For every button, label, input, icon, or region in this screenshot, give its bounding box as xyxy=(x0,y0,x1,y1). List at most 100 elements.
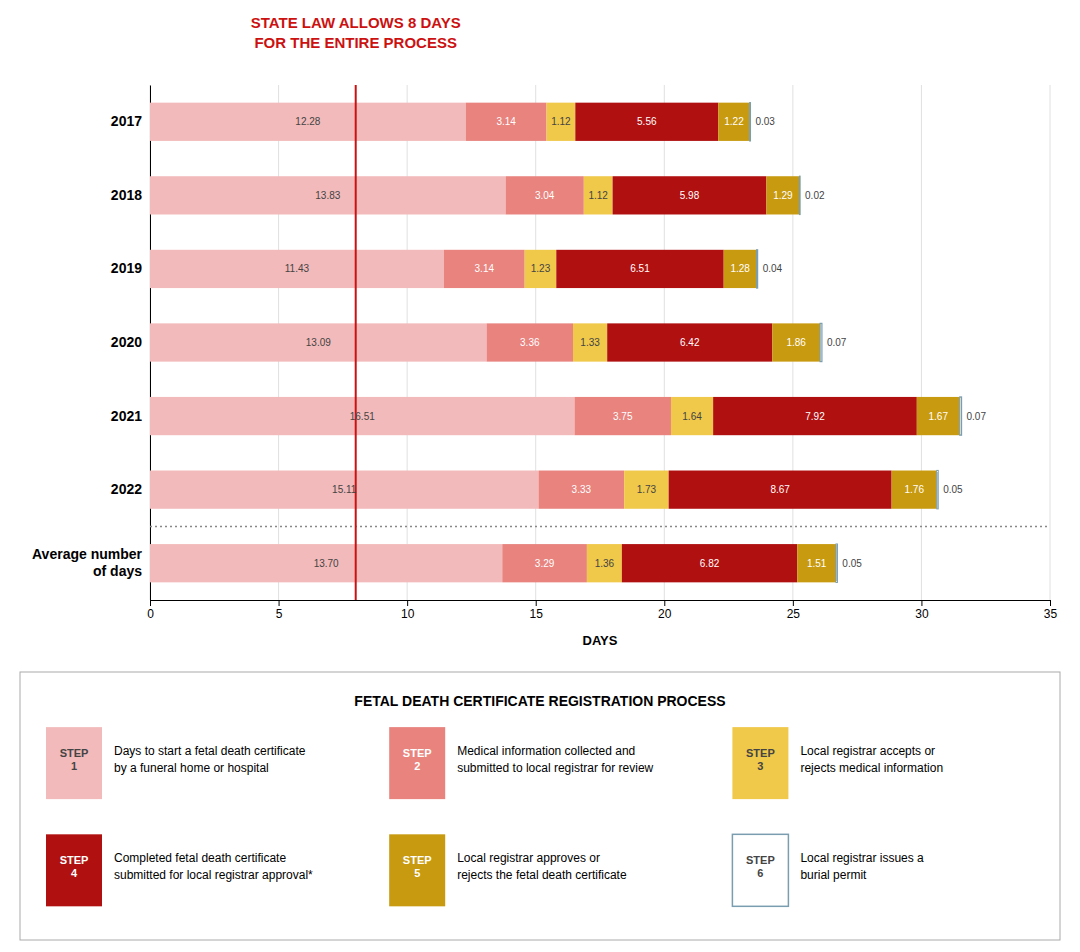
x-tick-label: 5 xyxy=(276,607,283,621)
legend-label: Days to start a fetal death certificateb… xyxy=(114,744,306,775)
plot: 05101520253035201720182019202020212022Av… xyxy=(32,85,1057,621)
legend-item: STEP1 Days to start a fetal death certifi… xyxy=(46,727,306,799)
text-line: Average number xyxy=(32,546,143,562)
bar-segment xyxy=(556,250,723,288)
text-line: Local registrar issues a xyxy=(800,851,924,865)
x-axis-line xyxy=(151,601,1051,607)
data-label: 1.33 xyxy=(580,337,600,348)
data-label: 0.05 xyxy=(842,558,862,569)
data-label: 11.43 xyxy=(285,263,310,274)
legend-label: Medical information collected andsubmitt… xyxy=(457,744,653,775)
text-line: Local registrar accepts or xyxy=(800,744,935,758)
bar-segment xyxy=(669,471,892,509)
data-label: 0.02 xyxy=(805,190,825,201)
bar-segment xyxy=(575,103,718,141)
bar-segment xyxy=(573,323,607,361)
y-tick-label: 2022 xyxy=(111,481,142,497)
legend-step: STEP6 xyxy=(746,854,775,879)
x-tick: 10 xyxy=(401,600,415,621)
x-axis-title: DAYS xyxy=(583,633,618,648)
bar-segment xyxy=(713,397,917,435)
legend-label: Local registrar issues aburial permit xyxy=(800,851,924,882)
text-line: 1 xyxy=(71,760,77,772)
x-tick-mark xyxy=(921,600,922,606)
data-label: 3.75 xyxy=(613,411,633,422)
bar-segment xyxy=(525,250,557,288)
text-line: Completed fetal death certificate xyxy=(114,851,286,865)
bar-segment xyxy=(622,544,797,582)
bar-segment xyxy=(892,471,937,509)
text-line: STATE LAW ALLOWS 8 DAYS xyxy=(251,14,461,31)
text-line: of days xyxy=(93,563,142,579)
y-tick: 2017 xyxy=(111,113,150,129)
text-line: STEP xyxy=(746,747,775,759)
data-label: 7.92 xyxy=(805,411,825,422)
data-label: 3.04 xyxy=(535,190,555,201)
data-labels: 12.2813.8311.4313.0916.5115.1113.703.143… xyxy=(285,116,987,568)
data-label: 1.22 xyxy=(724,116,744,127)
y-tick: 2022 xyxy=(111,481,150,497)
bar-segment xyxy=(444,250,525,288)
legend-item: STEP4Completed fetal death certificatesu… xyxy=(46,834,313,906)
bar-segment xyxy=(960,397,962,435)
data-label: 13.70 xyxy=(314,558,339,569)
data-label: 1.67 xyxy=(929,411,949,422)
data-label: 1.51 xyxy=(807,558,827,569)
data-label: 6.51 xyxy=(630,263,650,274)
legend-step: STEP5 xyxy=(403,854,432,879)
data-label: 3.33 xyxy=(572,484,592,495)
text-line: rejects the fetal death certificate xyxy=(457,868,627,882)
x-tick: 30 xyxy=(915,600,929,621)
data-label: 0.07 xyxy=(827,337,847,348)
text-line: STEP xyxy=(60,747,89,759)
text-line: 4 xyxy=(71,867,78,879)
legend-item: STEP2 Medical information collected andsu… xyxy=(389,727,653,799)
legend-frame xyxy=(20,672,1060,940)
bar-segment xyxy=(772,323,820,361)
text-line: STEP xyxy=(403,854,432,866)
x-tick-mark xyxy=(407,600,408,606)
data-label: 6.82 xyxy=(700,558,720,569)
x-tick: 35 xyxy=(1044,600,1058,621)
text-line: Local registrar approves or xyxy=(457,851,600,865)
bar-segment xyxy=(624,471,668,509)
series xyxy=(556,103,917,583)
grid-line xyxy=(921,85,922,600)
text-line: rejects medical information xyxy=(800,761,943,775)
bar-segment xyxy=(917,397,960,435)
data-label: 1.36 xyxy=(595,558,615,569)
bar-segment xyxy=(150,176,506,214)
data-label: 1.73 xyxy=(637,484,657,495)
bar-segment xyxy=(150,250,444,288)
text-line: 5 xyxy=(414,867,420,879)
legend-swatch xyxy=(389,834,445,906)
data-label: 0.07 xyxy=(967,411,987,422)
y-tick: 2018 xyxy=(111,187,150,203)
bar-segment xyxy=(506,176,584,214)
data-label: 13.83 xyxy=(315,190,340,201)
bar-segment xyxy=(749,103,751,141)
y-axis: 201720182019202020212022Average numberof… xyxy=(32,86,150,601)
y-tick-label: 2018 xyxy=(111,187,142,203)
text-line: submitted to local registrar for review xyxy=(457,761,653,775)
x-tick: 25 xyxy=(787,600,801,621)
y-tick: 2020 xyxy=(111,334,150,350)
data-label: 15.11 xyxy=(332,484,357,495)
bar-segment xyxy=(584,176,613,214)
y-tick-label: 2019 xyxy=(111,260,142,276)
x-tick: 5 xyxy=(276,600,283,621)
legend-item: STEP6 Local registrar issues aburial perm… xyxy=(732,834,924,906)
bar-segment xyxy=(836,544,837,582)
separator xyxy=(150,526,1050,528)
x-tick-label: 20 xyxy=(658,607,672,621)
bar-segment xyxy=(575,397,671,435)
bar-segment xyxy=(820,323,822,361)
data-label: 1.76 xyxy=(904,484,924,495)
legend-step: STEP4 xyxy=(60,854,89,879)
series xyxy=(150,103,575,583)
legend-step: STEP2 xyxy=(403,747,432,772)
x-tick: 0 xyxy=(147,600,154,621)
series xyxy=(718,103,959,583)
bar-segment xyxy=(607,323,772,361)
data-label: 1.29 xyxy=(773,190,793,201)
